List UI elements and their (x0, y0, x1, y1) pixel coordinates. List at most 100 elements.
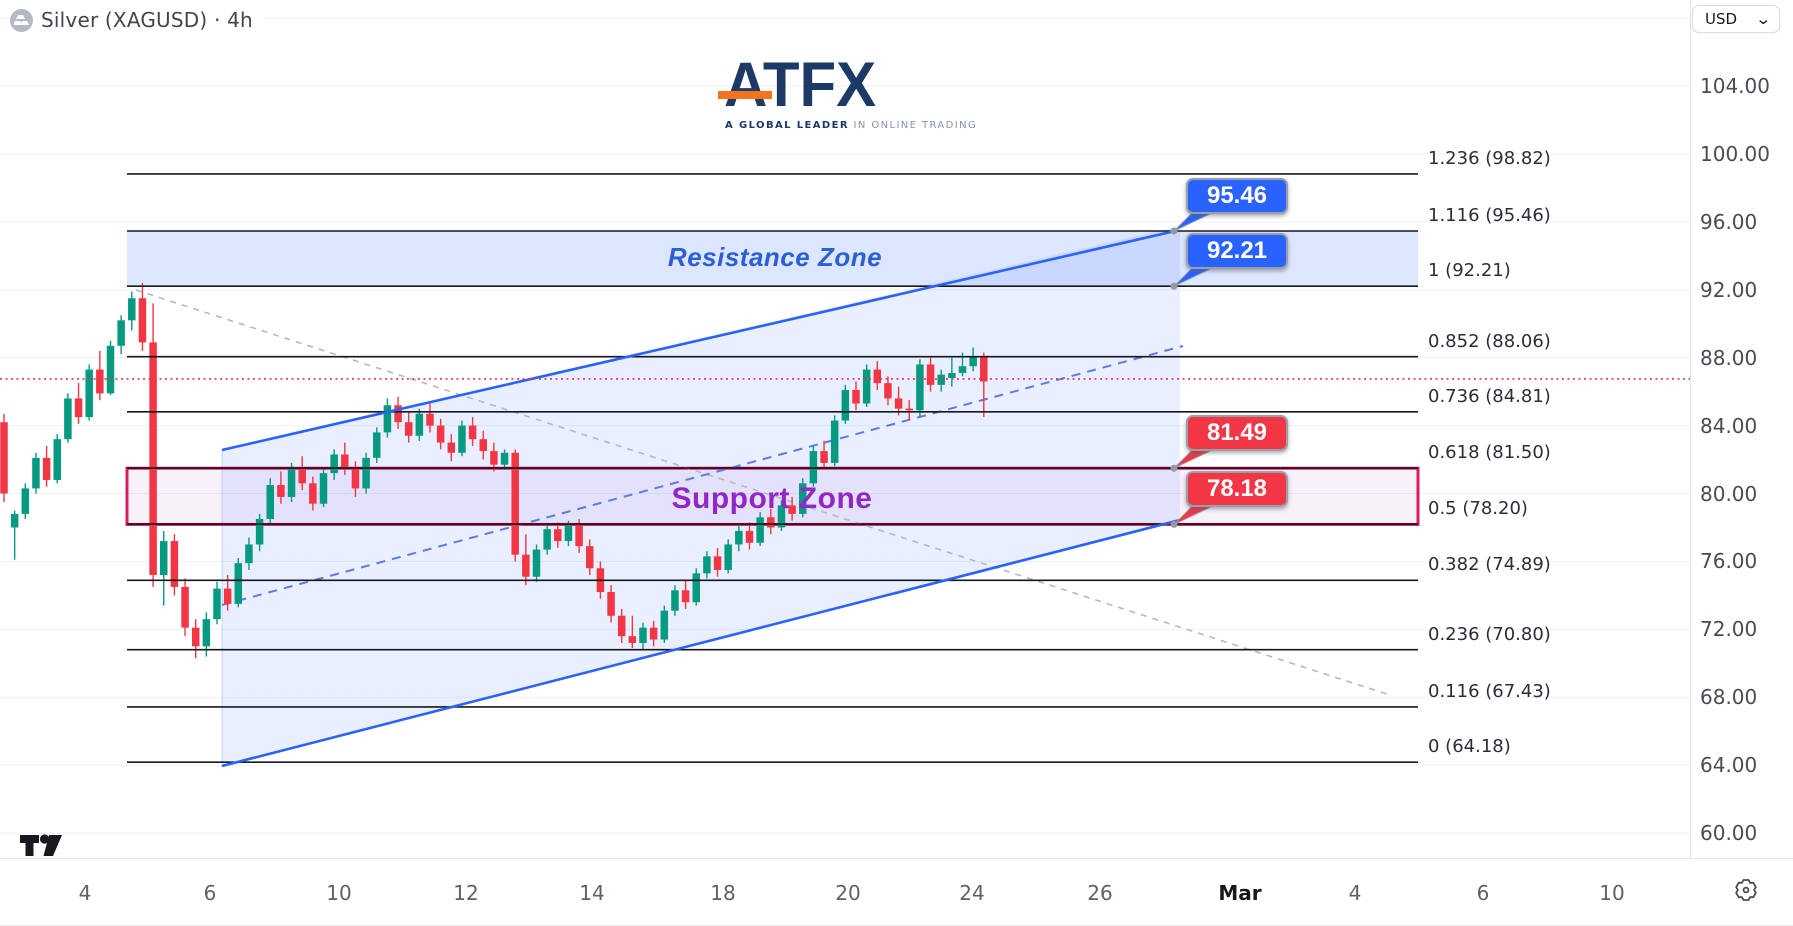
time-tick-24: 24 (959, 881, 985, 905)
atfx-wordmark: ATFX (724, 49, 877, 120)
candle-body (74, 398, 83, 418)
candle-body (554, 529, 562, 542)
price-anchor-dot (1170, 227, 1178, 235)
candle-body (202, 619, 211, 647)
candle-body (447, 442, 456, 453)
time-axis[interactable]: 4 6 10 12 14 18 20 24 26 Mar 4 6 10 (0, 858, 1793, 926)
candle-body (852, 389, 860, 404)
candle-body (926, 364, 935, 385)
candle-body (788, 505, 796, 514)
price-tick-84.00: 84.00 (1700, 413, 1758, 438)
price-anchor-dot (1170, 282, 1178, 290)
price-label-92-21: 92.21 (1186, 232, 1288, 269)
time-tick-6: 6 (1476, 881, 1490, 905)
candle-body (980, 355, 988, 382)
gray-dashed-trendline (135, 289, 1391, 696)
atfx-tagline-bold: A GLOBAL LEADER (725, 120, 849, 131)
candle-body (916, 364, 924, 411)
candle-body (532, 549, 541, 577)
settings-gear-icon[interactable] (1733, 877, 1759, 903)
time-tick-4: 4 (1348, 881, 1362, 905)
candle-body (586, 546, 594, 569)
candle-body (85, 369, 93, 418)
candle-body (266, 485, 274, 519)
candle-body (383, 405, 392, 433)
candle-body (958, 366, 967, 373)
candle-body (415, 413, 424, 436)
candle-body (948, 372, 956, 379)
candle-body (21, 488, 30, 514)
candle-body (341, 454, 349, 469)
candle-body (64, 398, 72, 440)
time-tick-Mar: Mar (1218, 881, 1262, 905)
candle-body (0, 422, 8, 494)
channel-bottom-line (221, 518, 1181, 768)
tradingview-logo-icon[interactable] (18, 832, 66, 860)
candle-body (862, 369, 871, 404)
candle-body (830, 420, 839, 463)
chevron-down-icon: ⌄ (1755, 10, 1772, 28)
price-axis-separator (1690, 0, 1691, 858)
fib-label-1: 1 (92.21) (1428, 260, 1511, 282)
candle-body (10, 513, 19, 528)
price-anchor-dot (1170, 520, 1178, 528)
price-tick-68.00: 68.00 (1700, 685, 1758, 710)
candle-body (873, 369, 882, 384)
price-anchor-dot (1170, 464, 1178, 472)
resistance-zone-label: Resistance Zone (667, 242, 883, 272)
candle-body (426, 413, 434, 426)
price-tick-60.00: 60.00 (1700, 821, 1758, 846)
fib-label-0.852: 0.852 (88.06) (1428, 330, 1551, 352)
candle-body (937, 374, 945, 385)
candle-body (681, 590, 690, 603)
price-tick-64.00: 64.00 (1700, 753, 1758, 778)
candle-body (213, 588, 221, 620)
candle-body (117, 320, 125, 346)
channel-dashed-midline (221, 345, 1184, 606)
fib-label-0.618: 0.618 (81.50) (1428, 442, 1551, 464)
candle-body (53, 439, 61, 480)
fib-label-0.236: 0.236 (70.80) (1428, 623, 1551, 645)
candle-body (319, 473, 328, 504)
price-tick-92.00: 92.00 (1700, 277, 1758, 302)
candle-body (106, 345, 115, 394)
candle-body (756, 517, 764, 543)
candle-body (223, 588, 232, 604)
candle-body (543, 529, 551, 550)
candle-body (777, 505, 786, 528)
price-label-78-18: 78.18 (1186, 470, 1288, 507)
candle-body (277, 485, 285, 497)
time-tick-26: 26 (1087, 881, 1113, 905)
candle-body (191, 627, 200, 647)
candle-body (724, 544, 732, 570)
candle-body (160, 541, 168, 576)
candle-body (671, 590, 679, 611)
channel-top-line (221, 229, 1176, 452)
candle-body (745, 530, 754, 543)
fib-label-0.382: 0.382 (74.89) (1428, 554, 1551, 576)
candle-body (809, 451, 818, 484)
price-tick-104.00: 104.00 (1700, 74, 1770, 98)
time-tick-18: 18 (710, 881, 736, 905)
time-tick-6: 6 (203, 881, 217, 905)
candle-body (394, 405, 402, 423)
candle-body (479, 439, 487, 452)
candle-body (458, 425, 466, 453)
candle-body (42, 457, 51, 480)
candle-body (522, 554, 530, 577)
symbol-header[interactable]: Silver (XAGUSD) · 4h (10, 5, 263, 35)
price-label-81-49: 81.49 (1186, 414, 1288, 451)
candle-body (255, 518, 264, 545)
candle-body (969, 355, 977, 367)
candle-body (128, 298, 136, 321)
candle-body (649, 627, 658, 640)
candle-body (404, 422, 413, 436)
price-tick-96.00: 96.00 (1700, 209, 1758, 234)
candle-body (799, 483, 807, 514)
candle-body (309, 483, 317, 504)
currency-dropdown[interactable]: USD ⌄ (1692, 5, 1780, 33)
price-tick-88.00: 88.00 (1700, 345, 1758, 370)
channel-fill (222, 226, 1180, 766)
candle-body (436, 425, 445, 443)
atfx-tagline: A GLOBAL LEADER IN ONLINE TRADING (725, 120, 977, 131)
